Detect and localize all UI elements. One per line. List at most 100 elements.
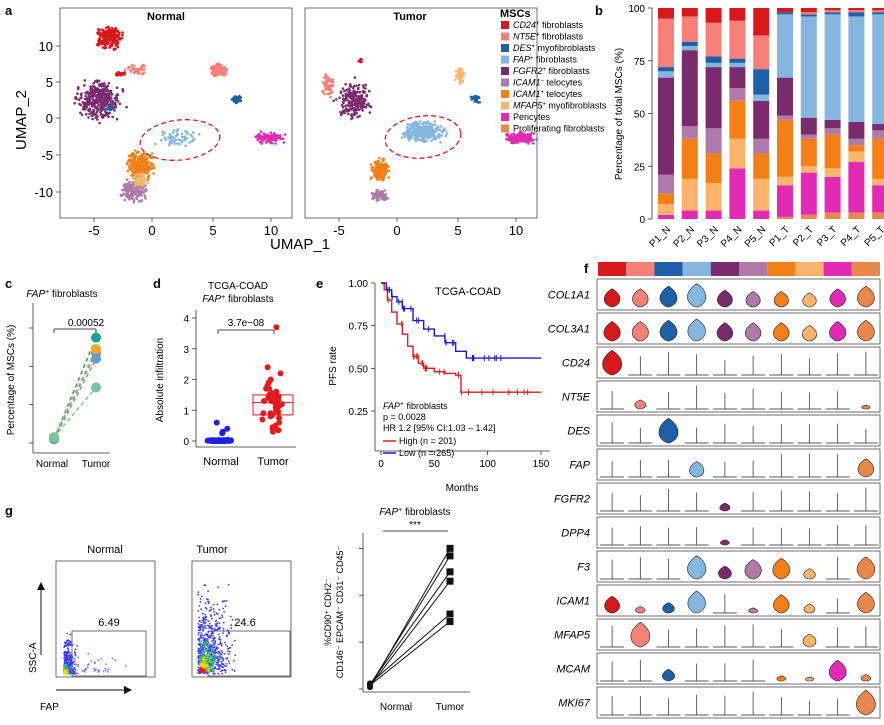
umap-point (535, 138, 538, 141)
panel-label-e: e (316, 276, 323, 291)
umap-point (106, 34, 109, 37)
bar-segment (753, 100, 770, 139)
umap-point (163, 136, 166, 139)
panel-label-f: f (584, 261, 589, 276)
g-flow-dot (230, 627, 233, 630)
umap-point (183, 138, 186, 142)
g-flow-dot (202, 639, 205, 641)
umap-point (438, 128, 442, 132)
umap-point (414, 136, 417, 139)
d-subtitle-sup: + (221, 294, 225, 301)
umap-point (387, 169, 391, 173)
umap-point (77, 98, 81, 101)
bar-xtick-label: P4_T (839, 224, 864, 249)
g-flow-dot (70, 659, 73, 662)
bar-segment (824, 119, 841, 129)
umap-point (146, 181, 149, 185)
umap-point (88, 101, 91, 105)
f-violin (773, 594, 790, 614)
bar-segment (848, 145, 865, 152)
g-flow-dot (217, 672, 220, 675)
umap-point (134, 170, 138, 173)
umap-point (120, 36, 124, 40)
umap-point (383, 189, 387, 192)
umap-point (134, 190, 138, 194)
g-normal-frame (55, 560, 156, 678)
g-flow-dot (201, 636, 204, 639)
f-violin (631, 321, 649, 342)
g-flow-dot (199, 649, 202, 652)
g-flow-dot (70, 653, 73, 656)
umap-point (420, 127, 423, 130)
g-flow-dot (219, 636, 221, 638)
g2-title-rest: fibroblasts (402, 507, 450, 518)
g-flow-dot (67, 654, 70, 657)
umap-point (355, 102, 359, 105)
umap-point (131, 159, 134, 163)
umap-point (382, 163, 386, 167)
f-cluster-color (739, 262, 768, 276)
g-xlabel: FAP (40, 702, 59, 713)
umap-point (79, 96, 83, 100)
g-flow-dot (66, 632, 69, 635)
g-flow-dot (200, 640, 203, 643)
umap-point (134, 182, 137, 185)
d-xtick-label: Normal (203, 456, 238, 468)
g-flow-dot (218, 655, 221, 657)
umap-point (148, 164, 151, 168)
umap-point (408, 123, 412, 127)
g-flow-dot (200, 653, 203, 656)
umap-point (127, 165, 131, 169)
g-flow-dot (207, 668, 210, 671)
bar-xtick-label: P4_N (719, 224, 744, 249)
g-flow-dot (225, 599, 228, 602)
f-violin (718, 565, 732, 580)
g-flow-dot (228, 653, 230, 655)
g-flow-dot (213, 636, 216, 639)
g-flow-dot (220, 655, 222, 658)
c-point-tumor (91, 382, 101, 393)
umap-point (84, 94, 87, 98)
g-flow-dot (207, 664, 209, 667)
umap-point (382, 167, 386, 170)
g-flow-dot (203, 626, 206, 628)
umap-point (441, 130, 445, 133)
bar-segment (705, 128, 722, 154)
umap-point (132, 165, 136, 168)
umap-point (513, 141, 516, 144)
g-flow-dot (215, 663, 218, 666)
umap-point (349, 107, 352, 111)
g-flow-dot (64, 642, 67, 645)
g-flow-dot (207, 650, 209, 653)
f-gene-label: CD24 (562, 358, 590, 370)
g-flow-dot (199, 659, 202, 662)
umap-panel: Normal Tumor UMAP_2 UMAP_1 -5 0 5 10 -5 0 5 101… (13, 7, 607, 253)
g-flow-dot (231, 668, 234, 671)
umap-point (215, 62, 218, 66)
umap-point (454, 69, 458, 73)
umap-point (139, 192, 143, 195)
umap-point (120, 193, 123, 197)
umap-point (138, 166, 141, 170)
umap-point (132, 200, 136, 204)
umap-point (105, 40, 108, 43)
legend-entry: DES+ myofibroblasts (513, 43, 596, 53)
g-flow-dot (200, 634, 202, 636)
bar-segment (681, 178, 698, 211)
g-flow-dot (105, 669, 107, 672)
umap-point (350, 114, 353, 117)
g-flow-dot (228, 647, 230, 650)
legend-sup: + (536, 21, 540, 27)
bar-segment (777, 14, 793, 78)
f-cluster-color (682, 262, 711, 276)
umap-point (127, 197, 131, 201)
f-row-frame (596, 584, 881, 617)
violin-panel: COL1A1COL3A1CD24NT5EDESFAPFGFR2DPP4F3ICA… (548, 262, 881, 719)
umap-point (355, 97, 358, 101)
umap-point (99, 97, 102, 101)
g-flow-dot (222, 663, 225, 666)
legend-swatch (501, 78, 509, 87)
umap-point (239, 99, 242, 103)
f-row-frame (596, 550, 881, 583)
